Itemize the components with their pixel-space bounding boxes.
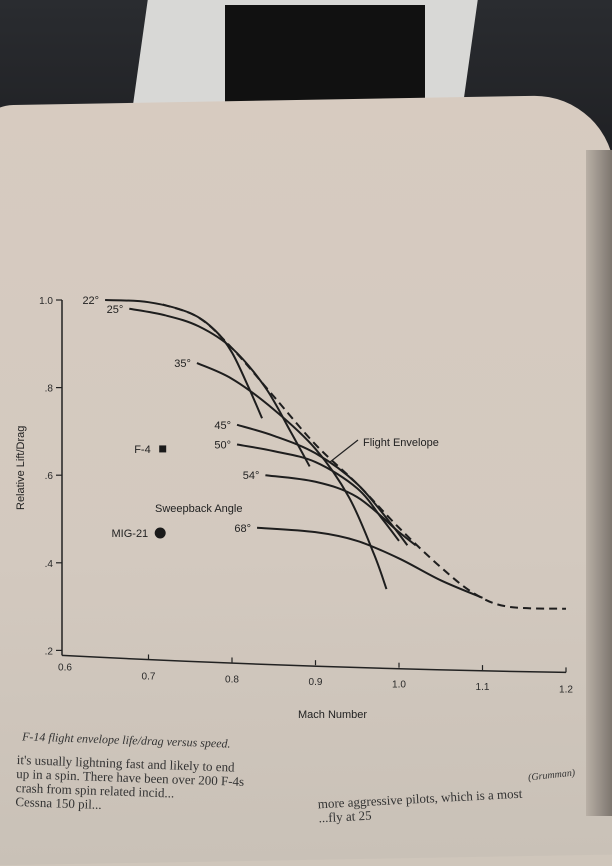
x-axis-label: Mach Number	[298, 709, 367, 720]
markers: F-4 MIG-21	[112, 444, 167, 540]
x-tick-label: 1.2	[559, 684, 573, 695]
x-axis	[61, 654, 567, 674]
x-tick-label: 0.9	[309, 677, 323, 688]
book-page-edge	[586, 150, 612, 816]
x-tick-label: 1.1	[476, 682, 490, 693]
y-axis-label: Relative Lift/Drag	[15, 426, 27, 510]
y-tick-label: .8	[45, 384, 54, 395]
annotation-leader-line	[329, 439, 359, 463]
x-tick-label: 0.6	[58, 662, 72, 673]
series-label: 68°	[234, 523, 251, 535]
x-tick-label: 0.8	[225, 674, 239, 685]
background-monitor	[225, 5, 425, 105]
flight-envelope-annotation: Flight Envelope	[363, 437, 439, 449]
series-line-54deg	[265, 474, 417, 547]
marker-f4	[159, 445, 167, 453]
series-label: 50°	[214, 440, 231, 452]
series-line-35deg	[196, 362, 388, 590]
series-line-50deg	[236, 443, 400, 542]
series-line-68deg	[256, 526, 483, 599]
series-lines: 22° 25° 35° 45° 50° 54° 68°	[82, 295, 567, 610]
axes: 1.0 .8 .6 .4 .2 0.6 0.7 0.8 0.9 1.0 1.1 1.2	[39, 296, 573, 695]
y-tick-label: .2	[45, 646, 54, 657]
series-label: 54°	[243, 470, 260, 482]
marker-label: F-4	[134, 444, 151, 456]
x-tick-label: 0.7	[142, 671, 156, 682]
marker-label: MIG-21	[112, 528, 149, 540]
x-tick-label: 1.0	[392, 680, 406, 691]
marker-mig21	[154, 527, 166, 539]
y-tick-label: .4	[45, 559, 54, 570]
sweepback-annotation: Sweepback Angle	[155, 503, 242, 515]
series-label: 45°	[214, 420, 231, 432]
series-line-flight-envelope	[162, 303, 567, 610]
series-label: 35°	[174, 358, 191, 370]
lift-drag-chart: 1.0 .8 .6 .4 .2 0.6 0.7 0.8 0.9 1.0 1.1 1.2 22° 25° 3…	[15, 295, 573, 720]
y-tick-label: 1.0	[39, 296, 53, 307]
y-tick-label: .6	[45, 471, 54, 482]
body-text-column-1: it's usually lightning fast and likely t…	[15, 752, 245, 817]
series-label: 22°	[82, 295, 99, 307]
series-label: 25°	[107, 304, 124, 316]
